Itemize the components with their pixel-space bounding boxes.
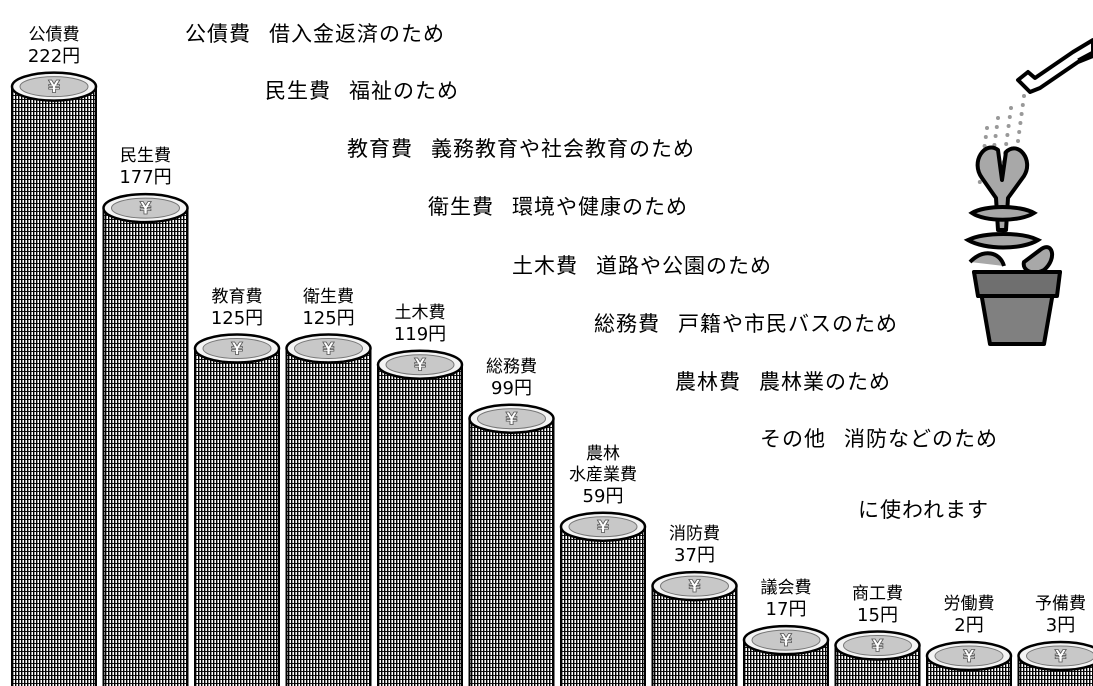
bar-value-label: 2円 <box>954 615 984 636</box>
coin-stack-bar: ¥ <box>102 192 189 686</box>
yen-icon: ¥ <box>689 577 701 597</box>
bar-value-label: 3円 <box>1045 615 1076 636</box>
description-purpose: 戸籍や市民バスのため <box>678 312 898 336</box>
bar-category-label: 商工費 <box>852 583 903 604</box>
description-purpose: 借入金返済のため <box>269 22 445 46</box>
bar-category-label: 議会費 <box>760 578 812 599</box>
description-purpose: 環境や健康のため <box>512 195 688 219</box>
watering-can-yen-plant-icon <box>963 38 1093 346</box>
description-item: 教育費 <box>347 137 413 161</box>
bar-value-label: 37円 <box>674 545 715 567</box>
bar-category-label: 公債費 <box>28 24 80 45</box>
bar-label: 教育費 125円 <box>192 287 282 329</box>
description-purpose: 福祉のため <box>349 79 459 103</box>
description-line: 衛生費 環境や健康のため <box>428 191 688 221</box>
yen-icon: ¥ <box>963 647 975 667</box>
coin-stack-bar: ¥ <box>834 630 921 686</box>
yen-icon: ¥ <box>323 340 335 360</box>
bar-category-label: 予備費 <box>1035 594 1086 614</box>
description-item: 公債費 <box>185 22 251 46</box>
description-line: 農林費 農林業のため <box>675 366 891 396</box>
bar-label: 商工費 15円 <box>833 584 923 626</box>
bar-category-label: 労働費 <box>943 594 995 614</box>
description-item: 農林費 <box>675 370 741 394</box>
description-item: 総務費 <box>594 312 660 336</box>
bar-value-label: 125円 <box>210 307 264 329</box>
bar-label: 消防費 37円 <box>650 524 740 566</box>
coin-stack-bar: ¥ <box>285 333 372 686</box>
coin-stack-bar: ¥ <box>1017 640 1093 686</box>
description-line: 総務費 戸籍や市民バスのため <box>594 308 898 338</box>
bar-value-label: 177円 <box>119 167 172 189</box>
coin-stack-bar: ¥ <box>193 333 281 686</box>
yen-icon: ¥ <box>140 199 152 219</box>
yen-icon: ¥ <box>506 410 518 430</box>
description-line: 土木費 道路や公園のため <box>512 250 772 280</box>
description-item: 民生費 <box>265 79 331 103</box>
description-line: 教育費 義務教育や社会教育のため <box>347 133 695 163</box>
bar-category-label: 土木費 <box>394 302 446 323</box>
bar-category-label: 教育費 <box>211 286 263 307</box>
bar-category-label: 農林 <box>586 443 620 464</box>
description-line: その他 消防などのため <box>760 423 998 453</box>
coin-stack-bar: ¥ <box>10 71 98 686</box>
description-purpose: 農林業のため <box>759 370 891 394</box>
yen-icon: ¥ <box>597 518 609 538</box>
bar-category-label: 衛生費 <box>303 286 354 307</box>
bar-category-label: 総務費 <box>486 356 537 377</box>
yen-icon: ¥ <box>231 340 243 360</box>
bar-label: 労働費 2円 <box>924 594 1014 636</box>
yen-icon: ¥ <box>780 631 792 651</box>
yen-icon: ¥ <box>872 637 884 657</box>
description-purpose: 消防などのため <box>844 427 998 451</box>
description-line: 公債費 借入金返済のため <box>185 18 445 48</box>
yen-icon: ¥ <box>1055 647 1067 667</box>
yen-icon: ¥ <box>414 356 426 376</box>
coin-stack-bar: ¥ <box>925 640 1013 686</box>
bar-value-label: 119円 <box>393 323 447 345</box>
yen-icon: ¥ <box>48 78 60 98</box>
bar-label: 予備費 3円 <box>1016 594 1093 636</box>
coin-stack-bar: ¥ <box>468 403 555 686</box>
bar-category-label: 民生費 <box>120 146 171 167</box>
description-purpose: 道路や公園のため <box>596 254 772 278</box>
description-item: 衛生費 <box>428 195 494 219</box>
bar-value-label: 222円 <box>27 45 81 67</box>
bar-value-label: 59円 <box>582 485 624 507</box>
bar-label: 農林 水産業費 59円 <box>558 444 648 507</box>
description-purpose: 義務教育や社会教育のため <box>431 137 695 161</box>
bar-value-label: 17円 <box>765 599 807 621</box>
bar-label: 土木費 119円 <box>375 303 465 345</box>
description-line: 民生費 福祉のため <box>265 75 459 105</box>
bar-label: 公債費 222円 <box>9 25 99 67</box>
bar-label: 議会費 17円 <box>741 578 831 620</box>
bar-value-label: 15円 <box>857 604 898 626</box>
description-item: 土木費 <box>512 254 578 278</box>
closing-text: に使われます <box>858 498 989 522</box>
coin-stack-bar: ¥ <box>559 511 647 686</box>
bar-value-label: 125円 <box>302 307 355 329</box>
bar-label: 総務費 99円 <box>467 357 557 399</box>
coin-stack-bar: ¥ <box>651 570 738 686</box>
coin-stack-bar: ¥ <box>742 624 830 686</box>
bar-label: 衛生費 125円 <box>284 287 374 329</box>
bar-value-label: 99円 <box>491 377 532 399</box>
bar-category-label: 消防費 <box>669 524 720 545</box>
bar-category-label: 水産業費 <box>569 464 637 485</box>
coin-stack-bar: ¥ <box>376 349 464 686</box>
bar-label: 民生費 177円 <box>101 146 191 188</box>
description-item: その他 <box>760 427 826 451</box>
